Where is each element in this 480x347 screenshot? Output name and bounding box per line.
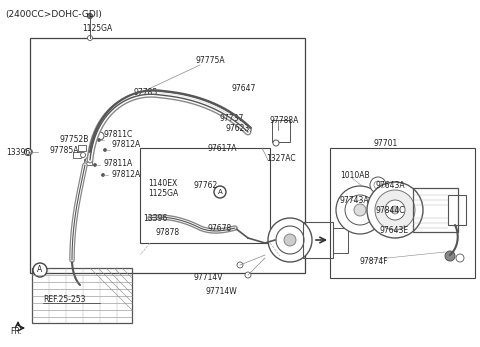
Circle shape (284, 234, 296, 246)
Text: 97714V: 97714V (193, 273, 223, 282)
Bar (303, 222, 333, 258)
Text: 97623: 97623 (226, 124, 250, 133)
Text: 97647: 97647 (232, 84, 256, 93)
Circle shape (391, 206, 399, 214)
Text: 97811A: 97811A (104, 159, 133, 168)
Circle shape (237, 262, 243, 268)
Text: 13396: 13396 (143, 213, 167, 222)
Circle shape (354, 204, 366, 216)
Circle shape (104, 149, 107, 152)
Circle shape (367, 182, 423, 238)
Bar (73, 152, 81, 158)
Circle shape (96, 132, 104, 140)
Text: 1140EX: 1140EX (148, 178, 177, 187)
Circle shape (101, 174, 105, 177)
Bar (32, 268, 132, 323)
Circle shape (276, 226, 304, 254)
Text: 1125GA: 1125GA (148, 188, 178, 197)
Bar (78, 145, 86, 151)
Text: 97701: 97701 (373, 138, 397, 147)
Text: 97643A: 97643A (376, 180, 406, 189)
Circle shape (97, 138, 100, 142)
Circle shape (85, 158, 91, 162)
Text: 97788A: 97788A (270, 116, 300, 125)
Text: 97812A: 97812A (112, 139, 141, 149)
Text: (2400CC>DOHC-GDI): (2400CC>DOHC-GDI) (5, 9, 102, 18)
Text: 97874F: 97874F (360, 257, 389, 266)
Bar (84, 159, 92, 165)
Text: 97678: 97678 (208, 223, 232, 232)
Bar (413, 188, 458, 232)
Text: 1327AC: 1327AC (266, 153, 296, 162)
Circle shape (273, 140, 279, 146)
Bar (272, 120, 290, 142)
Text: 97752B: 97752B (60, 135, 89, 144)
Circle shape (385, 200, 405, 220)
Text: 97878: 97878 (155, 228, 179, 237)
Circle shape (27, 150, 33, 154)
Text: 97775A: 97775A (195, 56, 225, 65)
Circle shape (375, 190, 415, 230)
Bar (140, 148, 270, 243)
Circle shape (345, 195, 375, 225)
Text: 97812A: 97812A (112, 169, 141, 178)
Text: 1010AB: 1010AB (340, 170, 370, 179)
Circle shape (87, 14, 93, 18)
Text: 97785: 97785 (134, 87, 158, 96)
Circle shape (87, 35, 93, 41)
Text: REF.25-253: REF.25-253 (43, 296, 85, 305)
Bar (448, 195, 466, 225)
Circle shape (214, 186, 226, 198)
Text: 97844C: 97844C (376, 205, 406, 214)
Circle shape (268, 218, 312, 262)
Text: A: A (37, 265, 43, 274)
Text: 97617A: 97617A (208, 144, 238, 152)
Circle shape (245, 272, 251, 278)
Bar (333, 228, 348, 253)
Text: 97737: 97737 (220, 113, 244, 122)
Circle shape (336, 186, 384, 234)
Text: 97714W: 97714W (205, 288, 237, 296)
Circle shape (456, 254, 464, 262)
Circle shape (81, 152, 85, 158)
Text: 97785A: 97785A (50, 145, 80, 154)
Text: 97643E: 97643E (380, 226, 409, 235)
Bar (330, 148, 475, 278)
Circle shape (24, 149, 32, 155)
Circle shape (33, 263, 47, 277)
Text: 97762: 97762 (194, 180, 218, 189)
Circle shape (370, 177, 386, 193)
Circle shape (445, 251, 455, 261)
Text: 97743A: 97743A (340, 195, 370, 204)
Circle shape (94, 163, 96, 167)
Text: A: A (217, 189, 222, 195)
Text: 1125GA: 1125GA (82, 24, 112, 33)
Text: 97811C: 97811C (104, 129, 133, 138)
Text: 13396: 13396 (6, 147, 30, 156)
Circle shape (374, 181, 382, 189)
Bar (30, 38, 305, 273)
Text: FR.: FR. (10, 328, 22, 337)
